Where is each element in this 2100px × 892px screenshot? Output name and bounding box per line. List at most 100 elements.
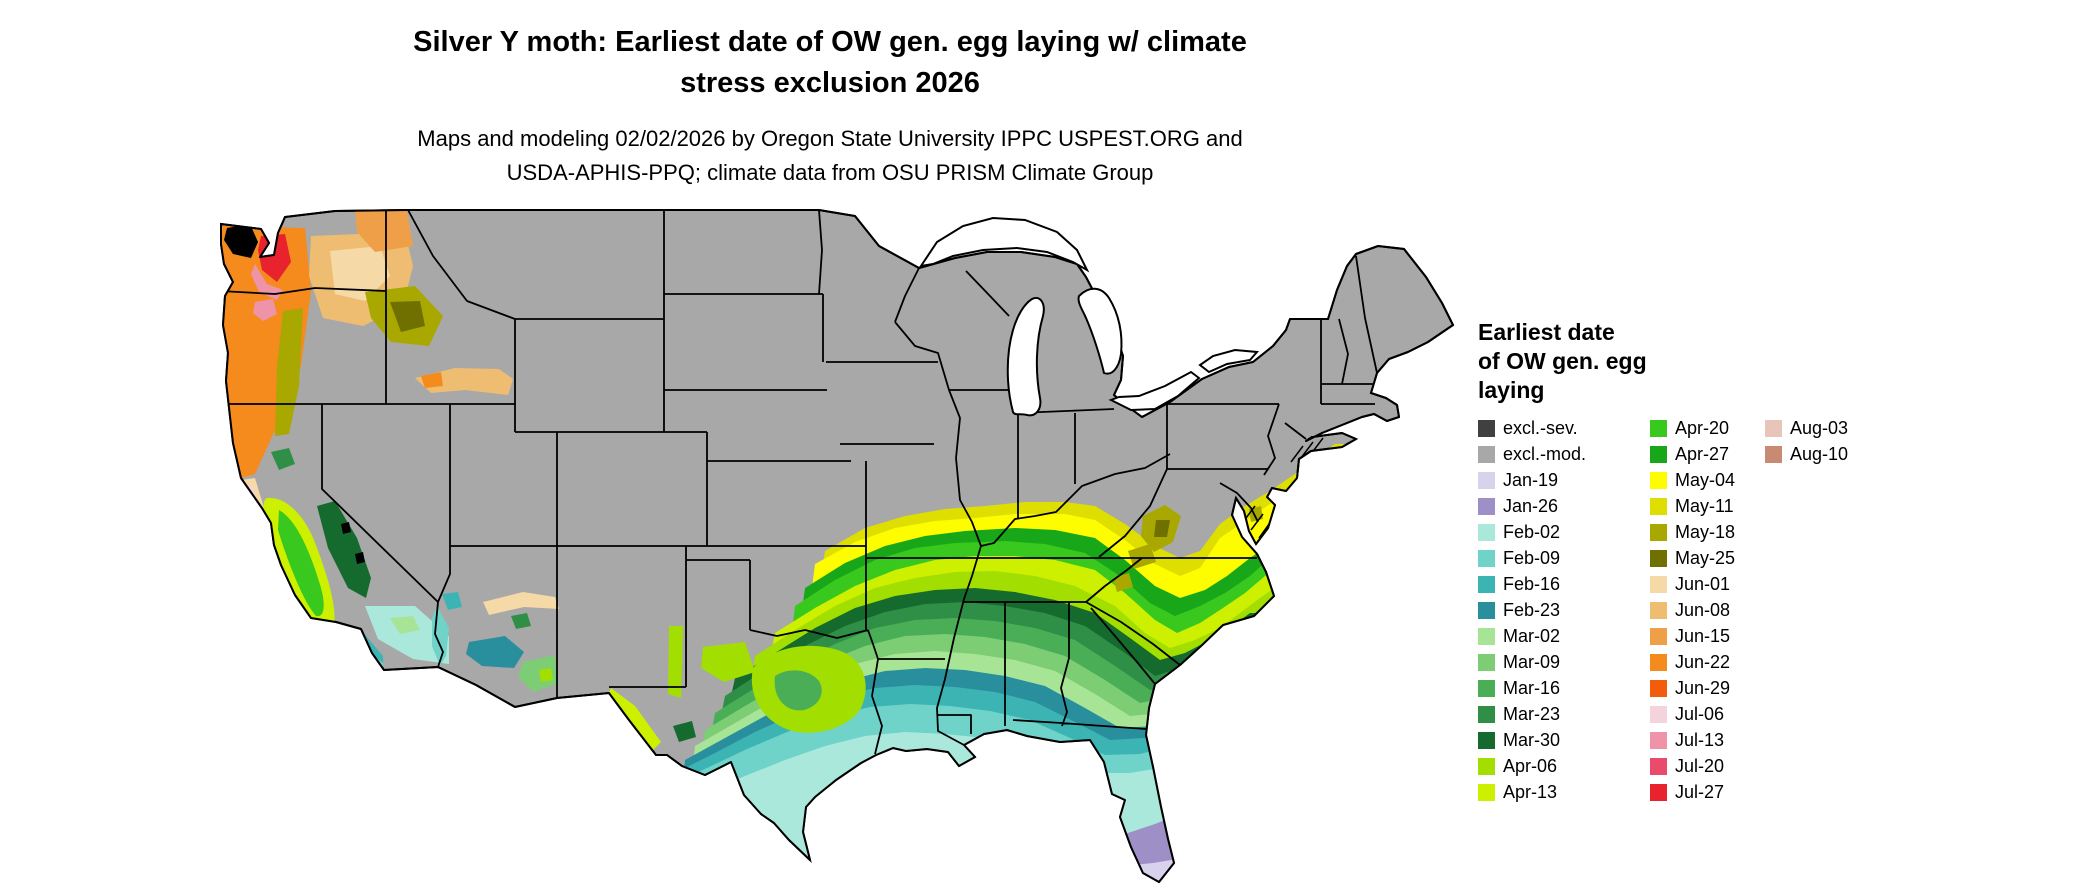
map-patch-sierra-crest-dark [341,522,365,564]
legend-label: Jan-26 [1503,495,1559,516]
legend-entry: Feb-02 [1478,519,1650,545]
lake-huron [1077,287,1123,375]
lake-ontario [1198,348,1260,374]
legend-entry: Jul-20 [1650,753,1765,779]
legend-swatch [1650,679,1667,697]
map-patch-hill-country-green [774,670,822,711]
lake-erie [1108,370,1201,412]
legend-entry: Mar-09 [1478,649,1650,675]
legend-swatch [1650,497,1667,515]
legend-label: Feb-23 [1503,599,1561,620]
legend-swatch [1478,601,1495,619]
lake-superior [918,216,1090,273]
legend-label: May-25 [1675,547,1736,568]
legend-entry: Jul-27 [1650,779,1765,805]
legend-entry: Apr-20 [1650,415,1765,441]
legend-swatch [1478,471,1495,489]
legend-label: Mar-23 [1503,703,1561,724]
legend-entry: Feb-23 [1478,597,1650,623]
legend-entry: May-11 [1650,493,1765,519]
legend-label: Apr-13 [1503,781,1558,802]
legend-entry: May-18 [1650,519,1765,545]
map-patch-appalachia-olive-2 [1154,520,1170,537]
legend-swatch [1765,445,1782,463]
legend-swatch [1650,627,1667,645]
legend-entry: Jun-29 [1650,675,1765,701]
legend-column-2: Apr-20 Apr-27 May-04 May-11 May-18 May-25 Jun-… [1650,415,1765,805]
map-patch-portland-pink [253,299,277,321]
page-title-line1: Silver Y moth: Earliest date of OW gen. … [413,26,1247,58]
map-patch-se-arizona-chartreuse [539,668,553,682]
legend-column-3: Aug-03 Aug-10 [1765,415,1848,467]
legend-label: Jun-01 [1675,573,1731,594]
legend-entry: Apr-06 [1478,753,1650,779]
map-legend: Earliest date of OW gen. egg laying excl… [1478,318,1848,805]
legend-entry: Jun-08 [1650,597,1765,623]
legend-label: Mar-09 [1503,651,1561,672]
legend-title-line3: laying [1478,377,1545,403]
legend-label: Jun-29 [1675,677,1731,698]
legend-swatch [1650,731,1667,749]
legend-label: excl.-mod. [1503,443,1587,464]
map-patch-puget-pink [251,264,283,300]
legend-swatch [1650,549,1667,567]
map-patch-mogollon-tan [483,592,559,615]
map-patch-phoenix-teal [466,636,524,668]
legend-label: Aug-10 [1790,443,1849,464]
map-patch-rio-grande-strip [668,626,683,698]
legend-label: Apr-20 [1675,417,1730,438]
page-title-line2: stress exclusion 2026 [680,67,980,99]
legend-entry: Mar-16 [1478,675,1650,701]
legend-swatch [1478,419,1495,437]
map-patch-pnw-orange [221,226,311,478]
legend-swatch [1478,757,1495,775]
legend-entry: Feb-09 [1478,545,1650,571]
legend-label: Mar-02 [1503,625,1561,646]
legend-entry: Jun-22 [1650,649,1765,675]
legend-label: Apr-27 [1675,443,1730,464]
map-band-jan-26 [1003,814,1453,882]
legend-entry: Jun-15 [1650,623,1765,649]
legend-swatch [1478,783,1495,801]
legend-entry: Mar-30 [1478,727,1650,753]
legend-label: Feb-16 [1503,573,1561,594]
legend-entry: May-04 [1650,467,1765,493]
legend-swatch [1650,419,1667,437]
legend-entry: Apr-27 [1650,441,1765,467]
legend-entry: Feb-16 [1478,571,1650,597]
legend-entry: Mar-23 [1478,701,1650,727]
map-patch-ne-washington-orange [355,211,413,252]
map-patch-olympic-dark [224,224,258,258]
map-patch-se-arizona-green [518,655,557,692]
map-patch-snake-plain-orange [421,372,443,388]
legend-entry: Mar-02 [1478,623,1650,649]
map-patch-davis-mountains [673,721,696,742]
legend-label: Jun-15 [1675,625,1731,646]
legend-entry: Jan-26 [1478,493,1650,519]
legend-label: Mar-30 [1503,729,1561,750]
map-patch-west-texas-strip [607,688,661,752]
legend-swatch [1478,575,1495,593]
legend-entry: Jul-13 [1650,727,1765,753]
legend-entry: May-25 [1650,545,1765,571]
legend-swatch [1478,653,1495,671]
legend-swatch [1765,419,1782,437]
us-map-svg [220,209,1455,884]
legend-label: Aug-03 [1790,417,1849,438]
legend-swatch [1650,445,1667,463]
map-patch-sierra-dark-green [317,501,371,598]
legend-label: Feb-02 [1503,521,1561,542]
legend-swatch [1650,471,1667,489]
legend-entry: excl.-mod. [1478,441,1650,467]
legend-swatch [1478,523,1495,541]
page-subtitle: Maps and modeling 02/02/2026 by Oregon S… [0,122,1660,190]
legend-label: excl.-sev. [1503,417,1578,438]
legend-swatch [1650,523,1667,541]
state-borders [221,210,1378,755]
legend-entry: Apr-13 [1478,779,1650,805]
legend-label: Jul-27 [1675,781,1725,802]
legend-label: May-18 [1675,521,1736,542]
map-band-jan-19 [1077,859,1453,882]
page-subtitle-line2: USDA-APHIS-PPQ; climate data from OSU PR… [506,160,1154,185]
legend-label: Feb-09 [1503,547,1561,568]
